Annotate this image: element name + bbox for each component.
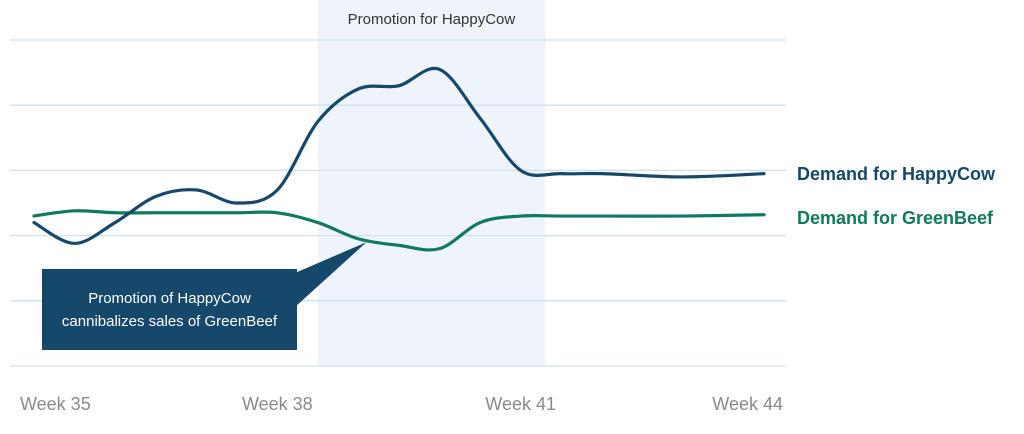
x-tick-label: Week 44 [712,394,783,414]
series-label-greenbeef: Demand for GreenBeef [797,208,994,228]
x-axis-ticks: Week 35 Week 38 Week 41 Week 44 [20,394,783,414]
x-tick-label: Week 35 [20,394,91,414]
promotion-band [317,0,545,366]
x-tick-label: Week 41 [485,394,556,414]
annotation-box [42,269,297,350]
series-layer [32,66,766,252]
series-label-happycow: Demand for HappyCow [797,164,996,184]
annotation-callout: Promotion of HappyCow cannibalizes sales… [42,242,367,350]
series-line-greenbeef [32,209,766,252]
x-tick-label: Week 38 [242,394,313,414]
annotation-text-line-1: Promotion of HappyCow [88,290,251,307]
promotion-band-label: Promotion for HappyCow [348,11,516,28]
annotation-pointer [295,242,367,307]
series-line-happycow [32,66,766,246]
annotation-text-line-2: cannibalizes sales of GreenBeef [62,313,278,330]
